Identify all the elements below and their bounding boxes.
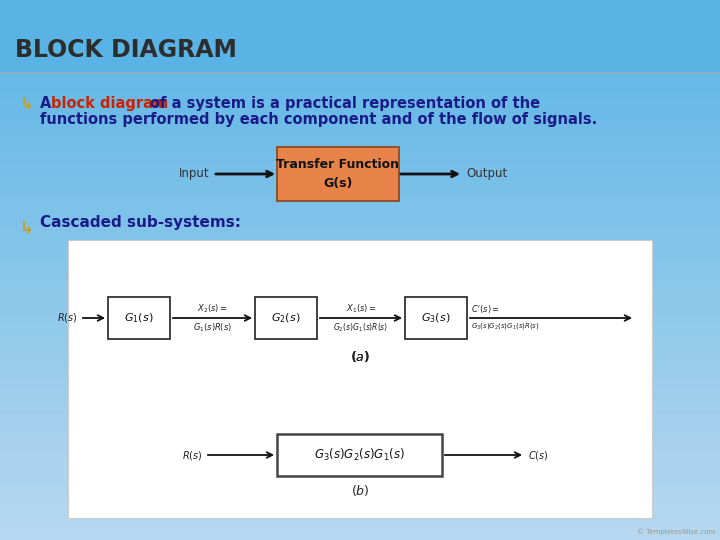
Text: BLOCK DIAGRAM: BLOCK DIAGRAM	[15, 38, 237, 62]
Bar	[0, 459, 720, 469]
Bar	[0, 477, 720, 487]
Bar	[0, 0, 720, 72]
Bar	[0, 126, 720, 136]
Text: $G_2(s)$: $G_2(s)$	[271, 311, 301, 325]
Bar	[277, 434, 442, 476]
Text: $X_1(s)=$: $X_1(s)=$	[346, 302, 377, 315]
Bar	[0, 81, 720, 91]
Bar	[0, 108, 720, 118]
Bar	[0, 360, 720, 370]
Text: $(a)$: $(a)$	[351, 349, 369, 364]
Text: $R(s)$: $R(s)$	[182, 449, 203, 462]
Bar	[0, 342, 720, 352]
Text: Output: Output	[466, 167, 508, 180]
Bar	[0, 216, 720, 226]
Text: ↳: ↳	[20, 94, 34, 112]
Bar	[0, 225, 720, 235]
Text: $\mathbf{(}$$\mathit{a}$$\mathbf{)}$: $\mathbf{(}$$\mathit{a}$$\mathbf{)}$	[350, 349, 370, 364]
Bar	[0, 234, 720, 244]
Bar	[0, 90, 720, 100]
Text: $G_1(s)$: $G_1(s)$	[125, 311, 154, 325]
Bar	[0, 198, 720, 208]
Bar	[0, 333, 720, 343]
Text: $G_3(s)G_2(s)G_1(s)$: $G_3(s)G_2(s)G_1(s)$	[314, 447, 405, 463]
Bar	[0, 207, 720, 217]
Bar	[0, 486, 720, 496]
Bar	[0, 432, 720, 442]
Text: $G_1(s)R(s)$: $G_1(s)R(s)$	[193, 321, 232, 334]
FancyBboxPatch shape	[277, 147, 399, 201]
Bar	[0, 180, 720, 190]
Bar	[405, 297, 467, 339]
Text: Cascaded sub-systems:: Cascaded sub-systems:	[40, 214, 241, 230]
Bar	[255, 297, 317, 339]
Bar	[0, 450, 720, 460]
Bar	[0, 99, 720, 109]
Text: $G_3(s)G_2(s)G_1(s)R(s)$: $G_3(s)G_2(s)G_1(s)R(s)$	[471, 321, 540, 331]
Text: $G_3(s)$: $G_3(s)$	[421, 311, 451, 325]
Bar	[0, 270, 720, 280]
Bar	[0, 504, 720, 514]
Text: Input: Input	[179, 167, 210, 180]
Bar	[0, 369, 720, 379]
Bar	[0, 378, 720, 388]
Bar	[0, 297, 720, 307]
Bar	[0, 9, 720, 19]
Bar	[0, 45, 720, 55]
Bar	[0, 117, 720, 127]
Bar	[0, 324, 720, 334]
Bar	[0, 54, 720, 64]
Bar	[0, 288, 720, 298]
Text: Transfer Function: Transfer Function	[276, 159, 400, 172]
Bar	[0, 171, 720, 181]
Text: G(s): G(s)	[323, 178, 353, 191]
Text: $G_2(s)G_1(s)R(s)$: $G_2(s)G_1(s)R(s)$	[333, 321, 389, 334]
Text: of a system is a practical representation of the: of a system is a practical representatio…	[145, 96, 540, 111]
Bar	[0, 72, 720, 82]
Text: block diagram: block diagram	[51, 96, 168, 111]
Text: functions performed by each component and of the flow of signals.: functions performed by each component an…	[40, 112, 598, 127]
Bar	[0, 243, 720, 253]
Bar	[108, 297, 170, 339]
Bar	[0, 279, 720, 289]
Bar	[0, 306, 720, 316]
Bar	[0, 351, 720, 361]
Bar	[0, 441, 720, 451]
Bar	[0, 387, 720, 397]
Bar	[0, 162, 720, 172]
Bar	[0, 0, 720, 10]
Bar	[0, 405, 720, 415]
Bar	[0, 144, 720, 154]
Bar	[0, 189, 720, 199]
Bar	[0, 495, 720, 505]
Text: $C(s)$: $C(s)$	[528, 449, 549, 462]
Bar	[0, 315, 720, 325]
Text: © TemplatesWise.com: © TemplatesWise.com	[636, 528, 715, 535]
Text: $R(s)$: $R(s)$	[58, 312, 78, 325]
Bar	[0, 468, 720, 478]
Bar	[0, 18, 720, 28]
Bar	[0, 513, 720, 523]
Text: $(b)$: $(b)$	[351, 483, 369, 498]
Bar	[0, 423, 720, 433]
Bar	[0, 531, 720, 540]
Bar	[0, 36, 720, 46]
Text: A: A	[40, 96, 56, 111]
Bar	[68, 240, 652, 518]
Bar	[0, 522, 720, 532]
Bar	[0, 27, 720, 37]
Text: ↳: ↳	[20, 218, 34, 236]
Bar	[0, 135, 720, 145]
Bar	[0, 396, 720, 406]
Bar	[0, 261, 720, 271]
Bar	[0, 414, 720, 424]
Bar	[0, 63, 720, 73]
Text: $C'(s)=$: $C'(s)=$	[471, 303, 500, 315]
Text: $X_2(s)=$: $X_2(s)=$	[197, 302, 228, 315]
Bar	[0, 252, 720, 262]
Bar	[0, 153, 720, 163]
